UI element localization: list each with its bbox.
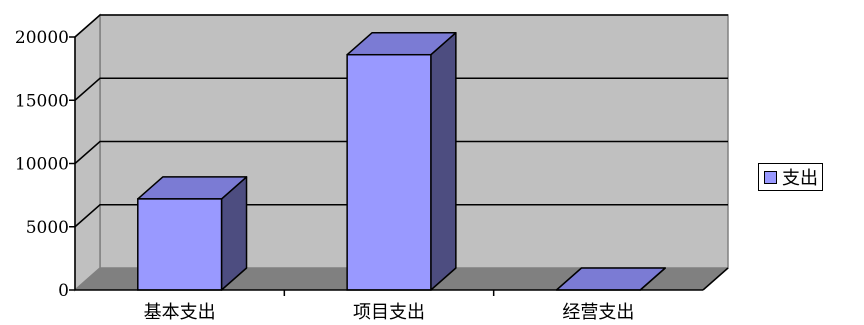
y-tick-label: 20000	[15, 28, 69, 48]
gridline	[74, 14, 728, 38]
floor-right-edge	[702, 267, 729, 291]
legend-label-series-1: 支出	[782, 168, 818, 189]
bar	[346, 31, 457, 291]
x-tick-label: 基本支出	[144, 302, 216, 323]
legend-swatch	[764, 170, 777, 184]
y-tick-label: 10000	[15, 155, 69, 175]
gridline	[74, 140, 728, 165]
bar	[137, 176, 248, 291]
bars	[137, 31, 666, 291]
gridline	[74, 77, 728, 101]
gridlines	[74, 14, 728, 228]
y-axis-ticks: 0 5000 10000 15000 20000	[15, 28, 75, 301]
y-tick-label: 5000	[26, 218, 69, 238]
bar-front	[346, 53, 432, 291]
legend: 支出	[758, 163, 823, 191]
y-tick-label: 15000	[15, 91, 69, 111]
bar-front	[137, 198, 223, 291]
x-axis-labels: 基本支出 项目支出 经营支出	[144, 290, 634, 323]
bar-side	[430, 31, 457, 291]
y-tick-label: 0	[58, 281, 69, 301]
x-tick-label: 经营支出	[562, 302, 634, 323]
gridline	[74, 204, 728, 228]
x-tick-label: 项目支出	[353, 302, 425, 323]
